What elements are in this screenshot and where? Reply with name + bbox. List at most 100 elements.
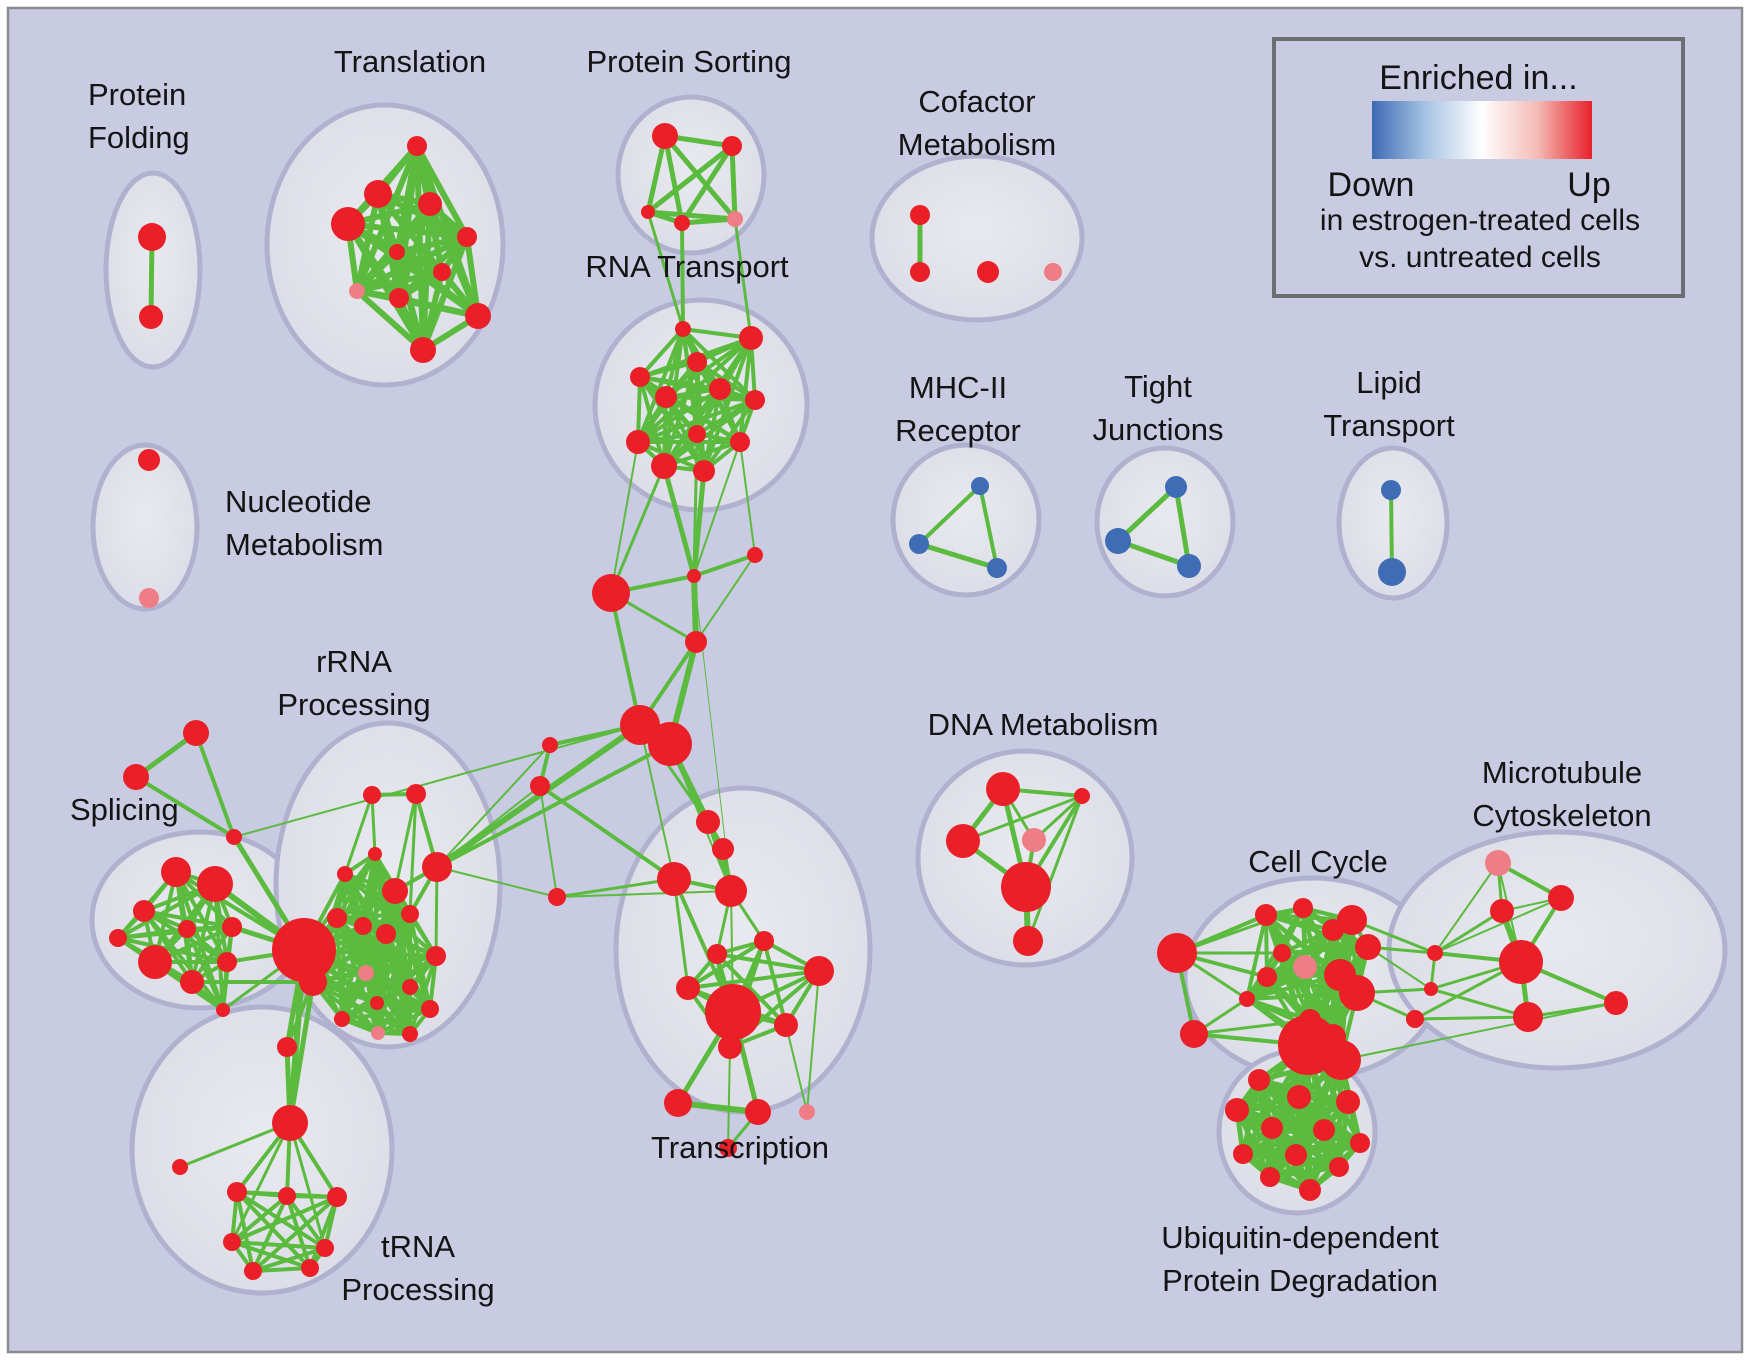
node-9 <box>349 283 365 299</box>
node-143 <box>1248 1069 1270 1091</box>
node-72 <box>272 1105 308 1141</box>
node-146 <box>1336 1090 1360 1114</box>
edge <box>961 794 1084 843</box>
node-57 <box>327 908 347 928</box>
node-112 <box>1074 788 1090 804</box>
node-78 <box>316 1239 334 1257</box>
node-107 <box>1381 480 1401 500</box>
node-54 <box>337 866 353 882</box>
node-99 <box>977 261 999 283</box>
node-118 <box>1180 1020 1208 1048</box>
edge <box>396 295 481 319</box>
node-138 <box>1513 1002 1543 1032</box>
node-51 <box>363 786 381 804</box>
edge <box>762 939 788 1027</box>
node-142 <box>1406 1010 1424 1028</box>
edge <box>436 866 558 898</box>
edge <box>645 143 735 215</box>
edge <box>1240 1127 1327 1157</box>
node-33 <box>685 631 707 653</box>
cluster-label-translation: Translation <box>334 44 486 79</box>
edge <box>288 1121 327 1250</box>
edge <box>662 440 742 468</box>
edge <box>420 269 445 353</box>
edge <box>370 793 377 856</box>
node-65 <box>421 1000 439 1018</box>
node-32 <box>592 574 630 612</box>
edge <box>230 1240 312 1270</box>
node-8 <box>433 263 451 281</box>
edge <box>343 793 374 876</box>
cluster-label-cell-cycle: Cell Cycle <box>1248 844 1388 879</box>
node-64 <box>370 996 384 1010</box>
edge <box>727 1046 731 1149</box>
edge <box>609 464 666 595</box>
edge <box>1340 1002 1617 1061</box>
edge <box>308 1195 339 1270</box>
node-24 <box>745 390 765 410</box>
cluster-labels: Protein Folding Translation Protein Sorting… <box>70 44 1652 1307</box>
edge <box>715 952 821 973</box>
node-68 <box>402 1026 418 1042</box>
node-151 <box>1350 1133 1370 1153</box>
edge <box>636 387 722 444</box>
legend-up-label: Up <box>1567 166 1610 204</box>
node-35 <box>648 722 692 766</box>
edge <box>681 327 757 402</box>
node-19 <box>739 326 763 350</box>
node-26 <box>626 430 650 454</box>
node-124 <box>1293 955 1317 979</box>
edge <box>354 191 381 294</box>
node-148 <box>1313 1119 1335 1141</box>
node-14 <box>722 136 742 156</box>
cluster-label-trna-processing: tRNA Processing <box>341 1229 494 1307</box>
edge <box>664 395 757 402</box>
node-77 <box>223 1233 241 1251</box>
node-103 <box>987 558 1007 578</box>
edge <box>233 724 641 838</box>
node-106 <box>1177 554 1201 578</box>
node-120 <box>1293 898 1313 918</box>
node-119 <box>1255 904 1277 926</box>
node-40 <box>226 829 242 845</box>
edge <box>251 1195 339 1273</box>
node-140 <box>1427 945 1443 961</box>
node-63 <box>402 979 418 995</box>
edge <box>408 792 418 916</box>
edge <box>194 731 236 839</box>
legend-gradient-bar <box>1372 101 1592 159</box>
node-117 <box>1157 933 1197 973</box>
node-7 <box>389 244 405 260</box>
node-133 <box>1321 1040 1361 1080</box>
edge <box>116 882 217 940</box>
node-13 <box>652 123 678 149</box>
edge <box>638 327 685 379</box>
node-42 <box>197 866 233 902</box>
node-114 <box>1022 828 1046 852</box>
node-127 <box>1355 934 1381 960</box>
node-50 <box>109 929 127 947</box>
edge <box>662 133 685 226</box>
edge <box>436 744 551 868</box>
node-144 <box>1287 1085 1311 1109</box>
edge <box>638 375 757 402</box>
node-21 <box>630 367 650 387</box>
node-11 <box>465 303 491 329</box>
edge <box>434 722 643 870</box>
node-147 <box>1261 1117 1283 1139</box>
legend-down-label: Down <box>1328 166 1415 204</box>
edge <box>230 1194 289 1244</box>
edge <box>693 441 741 577</box>
edge <box>435 742 672 869</box>
edge <box>646 210 685 331</box>
edge <box>555 877 676 899</box>
node-152 <box>1260 1167 1280 1187</box>
node-80 <box>301 1259 319 1277</box>
node-5 <box>331 207 365 241</box>
edge <box>393 792 418 893</box>
cluster-label-cofactor-metabolism: Cofactor Metabolism <box>898 84 1057 162</box>
node-67 <box>371 1026 385 1040</box>
edge <box>335 912 412 920</box>
node-92 <box>718 1035 742 1059</box>
node-23 <box>709 378 731 400</box>
